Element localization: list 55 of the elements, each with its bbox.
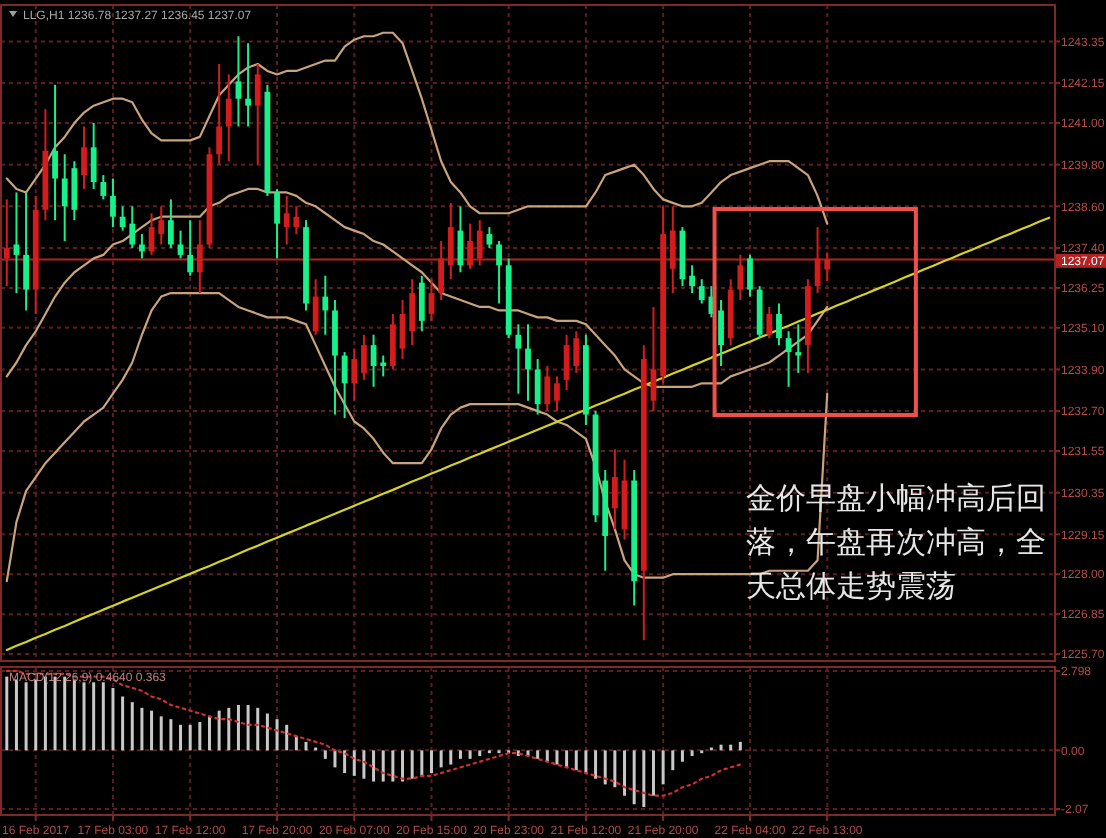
candlestick bbox=[332, 299, 338, 416]
candlestick bbox=[312, 278, 319, 336]
candlestick bbox=[3, 198, 10, 288]
candlestick bbox=[534, 358, 541, 416]
candlestick bbox=[766, 305, 773, 340]
candlestick bbox=[100, 174, 107, 201]
candlestick bbox=[496, 240, 502, 305]
candlestick bbox=[389, 312, 396, 371]
candlestick bbox=[139, 233, 145, 260]
candlestick bbox=[554, 375, 560, 413]
candlestick bbox=[254, 63, 261, 166]
candlestick bbox=[669, 205, 676, 295]
candlestick bbox=[438, 240, 445, 302]
candlestick bbox=[158, 205, 165, 246]
candlestick bbox=[476, 219, 483, 267]
candlestick bbox=[322, 274, 329, 336]
candlestick bbox=[13, 191, 20, 295]
candlestick bbox=[177, 229, 184, 260]
candlestick bbox=[747, 253, 753, 298]
candlestick bbox=[756, 285, 763, 340]
candlestick bbox=[737, 253, 744, 302]
candlestick bbox=[447, 201, 454, 281]
candlestick bbox=[776, 302, 782, 347]
candlestick bbox=[274, 187, 280, 260]
candlestick bbox=[351, 347, 358, 402]
candlestick bbox=[611, 448, 618, 531]
candlestick bbox=[718, 299, 724, 367]
candlestick bbox=[361, 333, 367, 381]
candlestick bbox=[187, 219, 194, 277]
candlestick bbox=[90, 122, 97, 190]
candlestick bbox=[110, 177, 116, 229]
candlestick bbox=[245, 42, 251, 128]
candlestick bbox=[525, 323, 531, 402]
candlestick bbox=[380, 354, 387, 378]
candlestick bbox=[167, 198, 174, 249]
line-series bbox=[5, 669, 742, 797]
candlestick bbox=[23, 191, 29, 312]
candlestick bbox=[515, 323, 522, 395]
candlestick bbox=[225, 73, 232, 163]
candlestick bbox=[341, 351, 348, 420]
candlestick bbox=[486, 226, 493, 249]
candlestick bbox=[216, 63, 223, 166]
candlestick bbox=[795, 323, 802, 374]
candlestick bbox=[824, 251, 831, 282]
candlestick bbox=[52, 83, 58, 222]
candlestick bbox=[196, 219, 203, 295]
candlestick bbox=[81, 125, 87, 190]
candlestick bbox=[689, 264, 695, 295]
candlestick bbox=[467, 222, 473, 270]
candlestick bbox=[785, 330, 792, 388]
line-series bbox=[5, 216, 1051, 651]
line-series bbox=[5, 31, 829, 225]
candlestick bbox=[418, 274, 425, 333]
candlestick bbox=[409, 278, 416, 347]
candlestick bbox=[544, 364, 551, 413]
